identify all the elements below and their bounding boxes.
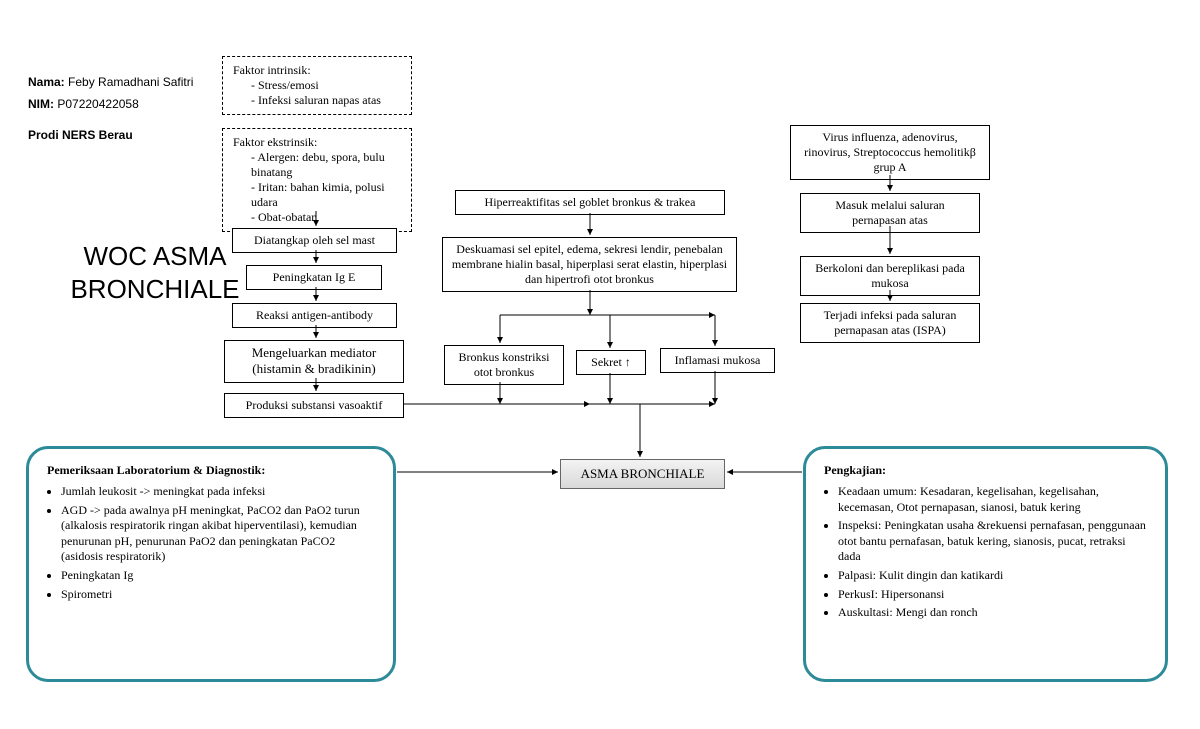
colC-n4: Terjadi infeksi pada saluran pernapasan … bbox=[800, 303, 980, 343]
colC-n2: Masuk melalui saluran pernapasan atas bbox=[800, 193, 980, 233]
faktor-ekstrinsik: Faktor ekstrinsik: Alergen: debu, spora,… bbox=[222, 128, 412, 232]
nama-value: Feby Ramadhani Safitri bbox=[68, 75, 193, 89]
right-panel-item: Palpasi: Kulit dingin dan katikardi bbox=[838, 568, 1147, 584]
right-panel-item: PerkusI: Hipersonansi bbox=[838, 587, 1147, 603]
prodi-value: Prodi NERS Berau bbox=[28, 128, 133, 142]
left-panel: Pemeriksaan Laboratorium & Diagnostik: J… bbox=[26, 446, 396, 682]
intrinsik-list: Stress/emosi Infeksi saluran napas atas bbox=[233, 78, 401, 108]
colA-n2: Peningkatan Ig E bbox=[246, 265, 382, 290]
right-panel-item: Keadaan umum: Kesadaran, kegelisahan, ke… bbox=[838, 484, 1147, 515]
left-panel-item: AGD -> pada awalnya pH meningkat, PaCO2 … bbox=[61, 503, 375, 565]
nim-label: NIM: bbox=[28, 97, 54, 111]
colB-s3: Inflamasi mukosa bbox=[660, 348, 775, 373]
main-box: ASMA BRONCHIALE bbox=[560, 459, 725, 489]
colA-n5: Produksi substansi vasoaktif bbox=[224, 393, 404, 418]
colB-n1: Hiperreaktifitas sel goblet bronkus & tr… bbox=[455, 190, 725, 215]
ekstrinsik-item: Obat-obatan bbox=[251, 210, 401, 225]
colC-n3: Berkoloni dan bereplikasi pada mukosa bbox=[800, 256, 980, 296]
right-panel: Pengkajian: Keadaan umum: Kesadaran, keg… bbox=[803, 446, 1168, 682]
left-panel-item: Peningkatan Ig bbox=[61, 568, 375, 584]
colB-n2: Deskuamasi sel epitel, edema, sekresi le… bbox=[442, 237, 737, 292]
right-panel-title: Pengkajian: bbox=[824, 463, 1147, 478]
colA-n1: Diatangkap oleh sel mast bbox=[232, 228, 397, 253]
intrinsik-item: Stress/emosi bbox=[251, 78, 401, 93]
left-panel-item: Jumlah leukosit -> meningkat pada infeks… bbox=[61, 484, 375, 500]
colC-n1: Virus influenza, adenovirus, rinovirus, … bbox=[790, 125, 990, 180]
colB-s1: Bronkus konstriksi otot bronkus bbox=[444, 345, 564, 385]
ekstrinsik-item: Alergen: debu, spora, bulu binatang bbox=[251, 150, 401, 180]
colA-n3: Reaksi antigen-antibody bbox=[232, 303, 397, 328]
intrinsik-item: Infeksi saluran napas atas bbox=[251, 93, 401, 108]
right-panel-item: Inspeksi: Peningkatan usaha &rekuensi pe… bbox=[838, 518, 1147, 565]
ekstrinsik-head: Faktor ekstrinsik: bbox=[233, 135, 401, 150]
left-panel-title: Pemeriksaan Laboratorium & Diagnostik: bbox=[47, 463, 375, 478]
right-panel-list: Keadaan umum: Kesadaran, kegelisahan, ke… bbox=[824, 484, 1147, 621]
left-panel-item: Spirometri bbox=[61, 587, 375, 603]
faktor-intrinsik: Faktor intrinsik: Stress/emosi Infeksi s… bbox=[222, 56, 412, 115]
student-header: Nama: Feby Ramadhani Safitri NIM: P07220… bbox=[28, 72, 218, 147]
left-panel-list: Jumlah leukosit -> meningkat pada infeks… bbox=[47, 484, 375, 602]
doc-title: WOC ASMA BRONCHIALE bbox=[50, 240, 260, 305]
right-panel-item: Auskultasi: Mengi dan ronch bbox=[838, 605, 1147, 621]
nim-value: P07220422058 bbox=[57, 97, 138, 111]
ekstrinsik-list: Alergen: debu, spora, bulu binatang Irit… bbox=[233, 150, 401, 225]
nama-label: Nama: bbox=[28, 75, 65, 89]
intrinsik-head: Faktor intrinsik: bbox=[233, 63, 401, 78]
colB-s2: Sekret ↑ bbox=[576, 350, 646, 375]
colA-n4: Mengeluarkan mediator (histamin & bradik… bbox=[224, 340, 404, 383]
ekstrinsik-item: Iritan: bahan kimia, polusi udara bbox=[251, 180, 401, 210]
